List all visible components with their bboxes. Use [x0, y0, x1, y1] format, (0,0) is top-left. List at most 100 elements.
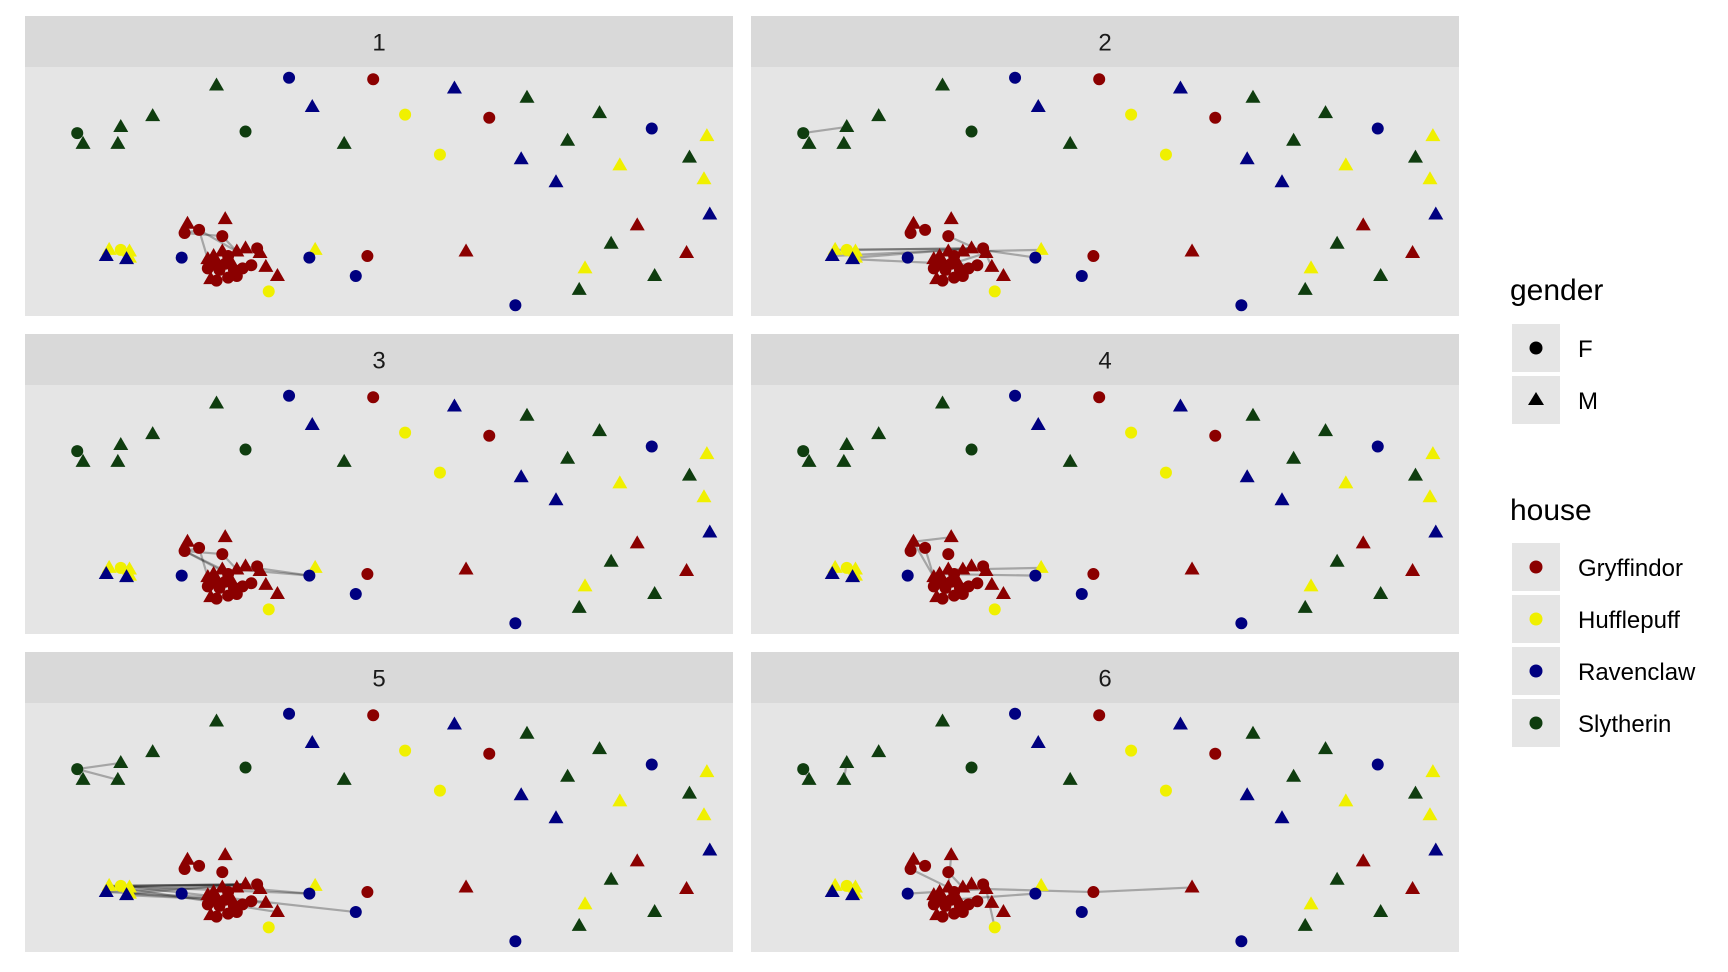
node-point-female: [239, 125, 252, 138]
node-point-female: [178, 545, 191, 557]
node-point-female: [971, 895, 984, 908]
node-point-male: [252, 880, 268, 894]
node-point-male: [696, 489, 712, 503]
node-point-male: [592, 741, 608, 755]
node-point-male: [446, 398, 462, 412]
node-point-female: [367, 73, 380, 86]
node-point-male: [1373, 904, 1389, 918]
node-point-female: [210, 592, 223, 605]
node-point-female: [901, 251, 914, 264]
node-point-female: [1009, 71, 1022, 84]
node-point-female: [1159, 148, 1172, 161]
network-edge: [984, 888, 996, 928]
node-point-male: [1373, 586, 1389, 600]
node-point-male: [1297, 599, 1313, 613]
node-point-male: [612, 157, 628, 171]
node-point-male: [1303, 896, 1319, 910]
node-point-female: [245, 895, 258, 908]
node-point-male: [964, 558, 980, 572]
node-point-male: [577, 578, 593, 592]
node-point-female: [245, 577, 258, 590]
network-edge: [803, 125, 847, 135]
node-point-male: [1428, 524, 1444, 538]
node-point-male: [1297, 281, 1313, 295]
node-point-male: [336, 771, 352, 785]
legend-house-color-key: [1529, 560, 1543, 574]
node-point-male: [943, 211, 959, 225]
node-point-male: [1405, 562, 1421, 576]
node-point-male: [905, 215, 921, 229]
network-edge: [120, 883, 246, 888]
node-point-male: [1329, 871, 1345, 885]
node-point-female: [797, 763, 810, 776]
node-point-female: [483, 111, 496, 124]
node-point-male: [113, 118, 129, 132]
node-point-male: [304, 416, 320, 430]
node-point-male: [209, 395, 225, 409]
node-point-female: [948, 271, 961, 284]
node-point-female: [948, 589, 961, 602]
node-point-female: [210, 274, 223, 287]
node-point-male: [1245, 89, 1261, 103]
node-point-male: [119, 251, 135, 265]
node-point-female: [936, 274, 949, 287]
network-edge: [910, 868, 949, 889]
node-point-female: [1159, 466, 1172, 479]
node-point-female: [367, 709, 380, 722]
node-point-female: [213, 899, 226, 912]
node-point-female: [1371, 122, 1384, 135]
node-point-male: [1422, 807, 1438, 821]
node-point-male: [1286, 132, 1302, 146]
node-point-male: [592, 423, 608, 437]
node-point-male: [1030, 416, 1046, 430]
node-point-male: [304, 98, 320, 112]
node-point-female: [114, 243, 127, 256]
node-point-male: [603, 553, 619, 567]
node-point-male: [699, 128, 715, 142]
node-point-female: [904, 545, 917, 557]
node-point-male: [836, 771, 852, 785]
node-point-female: [939, 899, 952, 912]
node-point-male: [98, 248, 114, 262]
node-point-female: [965, 125, 978, 138]
node-point-male: [647, 268, 663, 282]
node-point-male: [519, 725, 535, 739]
node-point-male: [336, 135, 352, 149]
node-point-female: [1009, 707, 1022, 720]
network-edge: [198, 228, 238, 253]
node-point-female: [901, 887, 914, 900]
node-point-male: [647, 904, 663, 918]
node-point-male: [110, 135, 126, 149]
node-point-female: [509, 935, 522, 948]
node-point-male: [98, 884, 114, 898]
node-point-male: [519, 89, 535, 103]
node-point-male: [252, 562, 268, 576]
node-point-female: [645, 122, 658, 135]
node-point-male: [935, 395, 951, 409]
node-point-male: [935, 713, 951, 727]
node-point-female: [361, 886, 374, 899]
node-point-male: [702, 524, 718, 538]
node-point-male: [1172, 80, 1188, 94]
node-point-female: [349, 906, 362, 919]
facet-strip: [751, 334, 1459, 385]
node-point-female: [988, 603, 1001, 616]
node-point-male: [1373, 268, 1389, 282]
node-point-female: [1075, 906, 1088, 919]
node-point-male: [1318, 105, 1334, 119]
node-point-male: [1239, 151, 1255, 165]
node-point-female: [1125, 426, 1138, 439]
node-point-male: [679, 880, 695, 894]
node-point-female: [1093, 709, 1106, 722]
plot-panel-background: [25, 67, 733, 316]
node-point-female: [175, 569, 188, 582]
node-point-female: [901, 569, 914, 582]
node-point-male: [269, 586, 285, 600]
node-point-male: [1338, 475, 1354, 489]
node-point-female: [114, 561, 127, 574]
node-point-female: [483, 429, 496, 442]
legend-triangle-key: [1528, 392, 1544, 405]
node-point-female: [1235, 935, 1248, 948]
facet-panel: 3: [25, 334, 733, 634]
node-point-female: [919, 541, 932, 554]
